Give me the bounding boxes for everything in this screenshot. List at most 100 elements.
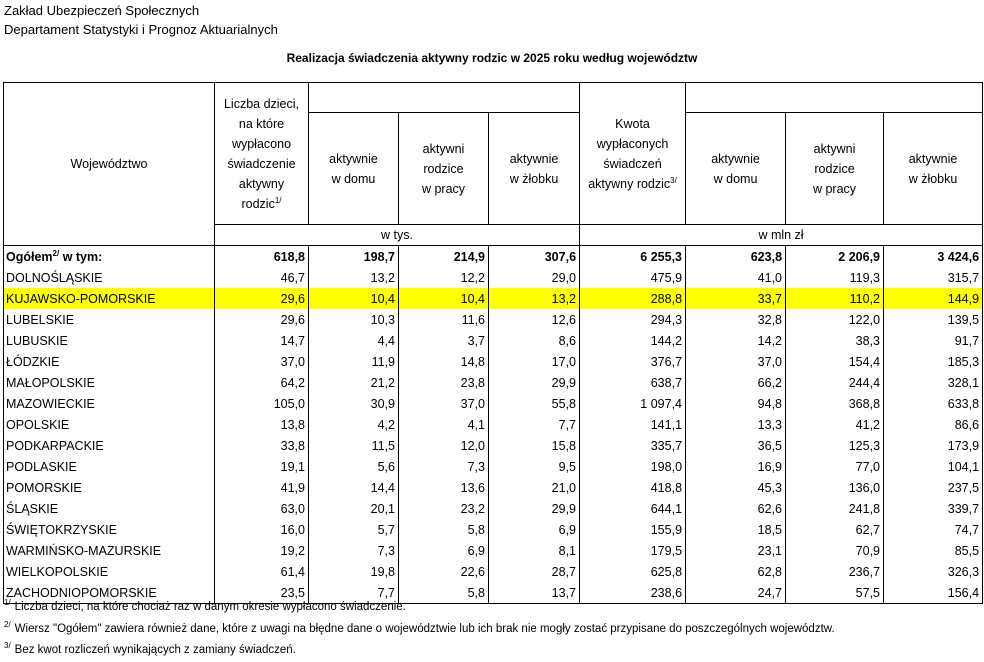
main-header: Liczba dzieci, na które wypłacono świadczen…: [214, 82, 309, 225]
value-cell: 644,1: [579, 498, 687, 519]
header-line: Kwota: [581, 114, 685, 134]
value-cell: 6,9: [398, 540, 489, 561]
value-cell: 288,8: [579, 288, 687, 309]
header-text: aktywni: [813, 141, 856, 156]
header-line: świadczenie: [216, 154, 308, 174]
value-cell: 110,2: [785, 288, 885, 309]
sub-header: aktywnie w żłobku: [487, 112, 581, 225]
value-cell: 156,4: [883, 582, 984, 604]
group-header-blank: [685, 82, 984, 113]
value-cell: 3,7: [398, 330, 489, 351]
region-label: Ogółem2/ w tym:: [3, 245, 215, 267]
value-cell: 33,7: [685, 288, 787, 309]
header-text: rodzic: [241, 196, 275, 211]
region-name: ZACHODNIOPOMORSKIE: [6, 585, 157, 600]
header-text: Kwota: [615, 116, 650, 131]
value-cell: 13,6: [398, 477, 489, 498]
data-row: ŚLĄSKIE 63,0 20,1 23,2 29,9 644,1 62,6 241,8 339…: [3, 498, 984, 519]
header-line: wypłaconych: [581, 134, 685, 154]
value-cell: 185,3: [883, 351, 984, 372]
value-cell: 214,9: [398, 245, 489, 267]
data-row: WARMIŃSKO-MAZURSKIE 19,2 7,3 6,9 8,1 179,5 23,…: [3, 540, 984, 561]
region-label: PODLASKIE: [3, 456, 215, 477]
value-cell: 11,5: [308, 435, 399, 456]
header-text: świadczenie: [227, 156, 296, 171]
value-cell: 179,5: [579, 540, 687, 561]
footnote-mark: 2/: [4, 619, 11, 629]
value-cell: 241,8: [785, 498, 885, 519]
value-cell: 1 097,4: [579, 393, 687, 414]
group-header-blank: [307, 82, 581, 113]
data-row: Ogółem2/ w tym: 618,8 198,7 214,9 307,6 6 255…: [3, 245, 984, 267]
department: Departament Statystyki i Prognoz Aktuari…: [4, 22, 278, 37]
value-cell: 37,0: [398, 393, 489, 414]
footnote-ref: 1/: [274, 195, 282, 205]
header-text: aktywni: [422, 141, 465, 156]
footnote-text: Liczba dzieci, na które chociaż raz w da…: [14, 601, 406, 613]
value-cell: 2 206,9: [785, 245, 885, 267]
header-line: w żłobku: [885, 169, 982, 189]
data-row: ŚWIĘTOKRZYSKIE 16,0 5,7 5,8 6,9 155,9 18,5 62,7…: [3, 519, 984, 540]
value-cell: 244,4: [785, 372, 885, 393]
header-line: rodzice: [400, 159, 488, 179]
region-name: WIELKOPOLSKIE: [6, 564, 109, 579]
header-line: Liczba dzieci,: [216, 94, 308, 114]
value-cell: 11,9: [308, 351, 399, 372]
value-cell: 38,3: [785, 330, 885, 351]
footnote-ref: 2/: [52, 248, 60, 258]
value-cell: 618,8: [214, 245, 309, 267]
value-cell: 32,8: [685, 309, 787, 330]
value-cell: 5,6: [308, 456, 399, 477]
data-table: Województwo Liczba dzieci, na które wypłaco…: [3, 82, 984, 604]
value-cell: 623,8: [685, 245, 787, 267]
value-cell: 12,0: [398, 435, 489, 456]
value-cell: 9,5: [487, 456, 581, 477]
footnote: 2/Wiersz "Ogółem" zawiera również dane, …: [4, 619, 835, 635]
value-cell: 33,8: [214, 435, 309, 456]
value-cell: 315,7: [883, 267, 984, 288]
value-cell: 22,6: [398, 561, 489, 582]
value-cell: 4,4: [308, 330, 399, 351]
region-label: MAZOWIECKIE: [3, 393, 215, 414]
value-cell: 62,8: [685, 561, 787, 582]
value-cell: 335,7: [579, 435, 687, 456]
value-cell: 119,3: [785, 267, 885, 288]
value-cell: 154,4: [785, 351, 885, 372]
value-cell: 85,5: [883, 540, 984, 561]
header-line: aktywny: [216, 174, 308, 194]
header-line: w pracy: [400, 179, 488, 199]
value-cell: 13,3: [685, 414, 787, 435]
value-cell: 3 424,6: [883, 245, 984, 267]
value-cell: 105,0: [214, 393, 309, 414]
data-row: PODKARPACKIE 33,8 11,5 12,0 15,8 335,7 36,5 125…: [3, 435, 984, 456]
data-row: LUBUSKIE 14,7 4,4 3,7 8,6 144,2 14,2 38,3 91,7: [3, 330, 984, 351]
footnote: 1/Liczba dzieci, na które chociaż raz w …: [4, 599, 406, 614]
data-row: KUJAWSKO-POMORSKIE 29,6 10,4 10,4 13,2 288,8 3…: [3, 288, 984, 309]
header-text: wypłaconych: [596, 136, 669, 151]
footnote-text: Bez kwot rozliczeń wynikających z zamian…: [14, 644, 296, 656]
region-name: Ogółem: [6, 249, 53, 264]
data-row: PODLASKIE 19,1 5,6 7,3 9,5 198,0 16,9 77,0 104,1: [3, 456, 984, 477]
value-cell: 19,8: [308, 561, 399, 582]
value-cell: 29,9: [487, 372, 581, 393]
value-cell: 141,1: [579, 414, 687, 435]
header-line: świadczeń: [581, 154, 685, 174]
region-label: WIELKOPOLSKIE: [3, 561, 215, 582]
value-cell: 37,0: [685, 351, 787, 372]
header-line: na które: [216, 114, 308, 134]
value-cell: 63,0: [214, 498, 309, 519]
value-cell: 14,4: [308, 477, 399, 498]
header-line: aktywnie: [885, 149, 982, 169]
value-cell: 12,2: [398, 267, 489, 288]
value-cell: 28,7: [487, 561, 581, 582]
value-cell: 339,7: [883, 498, 984, 519]
footnote-ref: 3/: [670, 175, 677, 185]
unit-label: w tys.: [213, 224, 581, 246]
value-cell: 307,6: [487, 245, 581, 267]
sub-header: aktywnie w domu: [308, 112, 399, 225]
header-text: rodzice: [423, 161, 464, 176]
value-cell: 64,2: [214, 372, 309, 393]
value-cell: 11,6: [398, 309, 489, 330]
header-text: na które: [238, 116, 285, 131]
